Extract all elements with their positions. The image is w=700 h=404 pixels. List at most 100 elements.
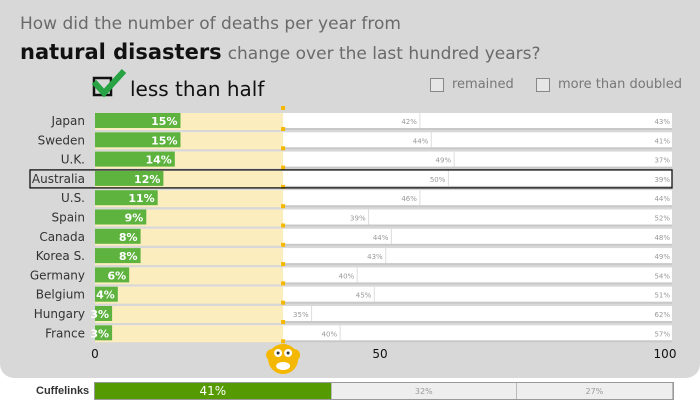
bar-label-doubled: 37%: [654, 157, 670, 165]
bar-label-remained: 35%: [293, 311, 309, 319]
green-check-icon: [91, 68, 127, 98]
row-label-france: France: [45, 326, 85, 340]
question-rest: change over the last hundred years?: [227, 44, 541, 64]
bar-label: 4%: [96, 289, 115, 302]
bar-label-doubled: 54%: [654, 272, 670, 280]
row-label-u-s-: U.S.: [61, 191, 85, 205]
answer-marker: [281, 281, 286, 286]
bar-label: 15%: [151, 134, 177, 147]
answer-band: [95, 228, 284, 246]
highlight-box: [29, 169, 673, 189]
bar-less-than-half: [95, 228, 141, 244]
bar-less-than-half: [95, 286, 118, 302]
bar-label-doubled: 57%: [654, 330, 670, 338]
bar-less-than-half: [95, 170, 164, 186]
bar-chart: 15% 42% 43% Japan 15% 44% 41% Sweden 14% 49% 37% U.…: [29, 106, 677, 374]
answer-marker: [281, 320, 286, 324]
bar-label-remained: 44%: [373, 234, 389, 242]
bar-label: 14%: [145, 154, 171, 167]
bar-label-doubled: 52%: [654, 215, 670, 223]
bar-less-than-half: [95, 190, 158, 206]
row-label-belgium: Belgium: [36, 288, 85, 302]
answer-marker: [281, 242, 286, 247]
bar-label: 3%: [90, 327, 109, 340]
checkbox[interactable]: [536, 77, 550, 92]
bar-less-than-half: [95, 306, 113, 321]
x-tick-label: 100: [654, 347, 677, 361]
checkbox[interactable]: [430, 77, 444, 92]
bar-less-than-half: [95, 209, 147, 225]
answer-marker: [281, 127, 286, 131]
bar-label-doubled: 51%: [654, 292, 670, 300]
row-label-korea-s-: Korea S.: [36, 249, 85, 263]
row-label-sweden: Sweden: [38, 133, 85, 147]
bar-label: 11%: [128, 192, 154, 205]
bar-label-remained: 39%: [350, 215, 366, 223]
bar-label: 8%: [119, 250, 138, 263]
answer-band: [95, 267, 284, 285]
option-remained[interactable]: remained: [430, 77, 514, 92]
bar-label-doubled: 39%: [654, 176, 670, 184]
answer-marker: [281, 165, 286, 170]
bar-label-remained: 40%: [322, 330, 338, 338]
answer-marker: [281, 262, 286, 267]
selected-answer: less than half: [130, 77, 265, 101]
answer-band: [95, 248, 284, 266]
cuff-segment-2: 32%: [331, 383, 517, 399]
row-label-u-k-: U.K.: [61, 153, 85, 167]
answer-marker: [281, 184, 286, 189]
bar-less-than-half: [95, 113, 181, 128]
cuff-segment-1: 41%: [95, 383, 332, 399]
answer-marker: [281, 106, 286, 110]
bar-less-than-half: [95, 325, 113, 341]
cuffelinks-bar: 41% 32% 27%: [94, 382, 674, 400]
answer-marker: [281, 339, 286, 344]
bar-label-doubled: 48%: [654, 234, 670, 242]
option-label: remained: [452, 77, 514, 92]
bar-label: 3%: [90, 308, 109, 321]
bar-less-than-half: [95, 267, 130, 283]
answer-band: [95, 306, 284, 323]
question-line1: How did the number of deaths per year fr…: [20, 14, 401, 34]
question-topic: natural disasters: [20, 40, 222, 64]
row-label-hungary: Hungary: [34, 307, 85, 321]
bar-less-than-half: [95, 132, 181, 148]
bar-label-remained: 43%: [367, 253, 383, 261]
bar-label-doubled: 49%: [654, 253, 670, 261]
bar-label: 6%: [108, 269, 127, 282]
row-label-australia: Australia: [32, 172, 85, 186]
bar-label-remained: 42%: [401, 118, 417, 126]
bar-label-remained: 46%: [401, 195, 417, 203]
bar-label-doubled: 41%: [654, 137, 670, 145]
bar-label-remained: 49%: [436, 157, 452, 165]
answer-marker: [281, 223, 286, 228]
answer-marker: [281, 204, 286, 209]
cuff-segment-3: 27%: [516, 383, 673, 399]
answer-band: [95, 286, 284, 304]
x-tick-label: 50: [372, 347, 387, 361]
bar-label: 15%: [151, 115, 177, 128]
row-label-spain: Spain: [51, 211, 85, 225]
option-more-than-doubled[interactable]: more than doubled: [536, 77, 682, 92]
footer-label: Cuffelinks: [36, 385, 90, 397]
bar-label-doubled: 43%: [654, 118, 670, 126]
bar-label: 9%: [125, 212, 144, 225]
answer-marker: [281, 146, 286, 151]
answer-band: [95, 325, 284, 343]
row-label-japan: Japan: [51, 114, 85, 128]
bar-less-than-half: [95, 248, 141, 264]
bar-label-remained: 44%: [413, 137, 429, 145]
bar-label-remained: 50%: [430, 176, 446, 184]
x-tick-label: 0: [91, 347, 99, 361]
bar-label: 12%: [134, 173, 160, 186]
question-line2: natural disasters change over the last hu…: [20, 40, 541, 64]
bar-less-than-half: [95, 151, 175, 167]
row-label-canada: Canada: [39, 230, 85, 244]
row-label-germany: Germany: [30, 268, 85, 282]
answer-marker: [281, 300, 286, 305]
bar-label: 8%: [119, 231, 138, 244]
monkey-icon[interactable]: [266, 344, 301, 374]
bar-label-remained: 45%: [356, 292, 372, 300]
bar-label-doubled: 62%: [654, 311, 670, 319]
bar-label-doubled: 44%: [654, 195, 670, 203]
